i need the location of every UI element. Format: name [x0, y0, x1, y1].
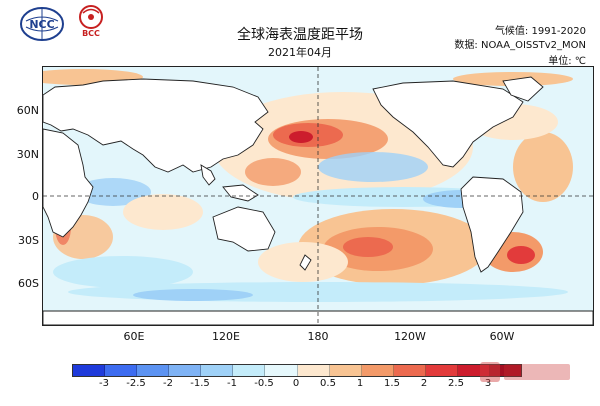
- colorbar-tick-label: -1.5: [190, 378, 210, 389]
- colorbar-segment: [361, 365, 394, 376]
- bcc-logo: BCC: [79, 5, 103, 38]
- colorbar-tick-label: -2: [163, 378, 173, 389]
- colorbar-segment: [490, 365, 522, 376]
- lon-tick: 60W: [489, 330, 515, 343]
- lat-tick: 30N: [16, 148, 39, 161]
- lon-tick: 120E: [212, 330, 240, 343]
- unit-label: 单位: ℃: [548, 56, 586, 67]
- colorbar-tick-label: -0.5: [254, 378, 274, 389]
- colorbar-segment: [425, 365, 458, 376]
- ncc-logo-text: NCC: [29, 18, 54, 31]
- lon-tick: 180: [307, 330, 329, 343]
- southeast-asia-land: [200, 164, 216, 186]
- colorbar-segment: [297, 365, 330, 376]
- lat-tick: 30S: [18, 234, 39, 247]
- ncc-logo: NCC: [20, 7, 64, 41]
- map-canvas: [43, 67, 593, 325]
- colorbar-segment: [393, 365, 426, 376]
- colorbar-segment: [105, 365, 138, 376]
- map-title: 全球海表温度距平场: [237, 27, 363, 43]
- reference-lines: [43, 67, 593, 325]
- australia-land: [212, 206, 276, 252]
- colorbar-tick-label: -1: [227, 378, 237, 389]
- lat-tick: 60N: [16, 104, 39, 117]
- map-subtitle: 2021年04月: [268, 46, 332, 59]
- sst-anomaly-map: [42, 66, 594, 326]
- greenland-land: [502, 76, 544, 102]
- colorbar-tick-label: 1: [356, 378, 364, 389]
- land-masses: [43, 76, 593, 325]
- lon-tick: 120W: [394, 330, 426, 343]
- baseline-label: 气候值: 1991-2020: [494, 26, 586, 37]
- data-source-label: 数据: NOAA_OISSTv2_MON: [454, 40, 586, 51]
- new-zealand-land: [299, 254, 312, 271]
- colorbar-segment: [329, 365, 362, 376]
- colorbar-segment: [137, 365, 170, 376]
- lat-tick: 60S: [18, 277, 39, 290]
- colorbar: [72, 364, 522, 377]
- colorbar-segment: [457, 365, 491, 376]
- colorbar-tick-label: -3: [99, 378, 109, 389]
- colorbar-tick-label: 2.5: [448, 378, 464, 389]
- colorbar-segment: [169, 365, 202, 376]
- colorbar-tick-label: 0: [292, 378, 300, 389]
- antarctica-land: [43, 310, 593, 325]
- colorbar-tick-label: 2: [420, 378, 428, 389]
- bcc-logo-text: BCC: [82, 29, 100, 38]
- indonesia-land: [222, 184, 259, 202]
- eurasia-land: [43, 78, 269, 173]
- colorbar-segment: [265, 365, 298, 376]
- colorbar-segment: [233, 365, 266, 376]
- lat-tick: 0: [32, 190, 39, 203]
- north-america-land: [372, 80, 524, 168]
- colorbar-segment: [201, 365, 234, 376]
- colorbar-tick-label: -2.5: [126, 378, 146, 389]
- watermark-stamp: [480, 362, 570, 382]
- colorbar-tick-label: 3: [484, 378, 492, 389]
- south-america-land: [460, 176, 524, 273]
- africa-land: [43, 128, 94, 238]
- lon-tick: 60E: [123, 330, 145, 343]
- colorbar-tick-label: 1.5: [384, 378, 400, 389]
- colorbar-tick-label: 0.5: [320, 378, 336, 389]
- colorbar-segment: [73, 365, 106, 376]
